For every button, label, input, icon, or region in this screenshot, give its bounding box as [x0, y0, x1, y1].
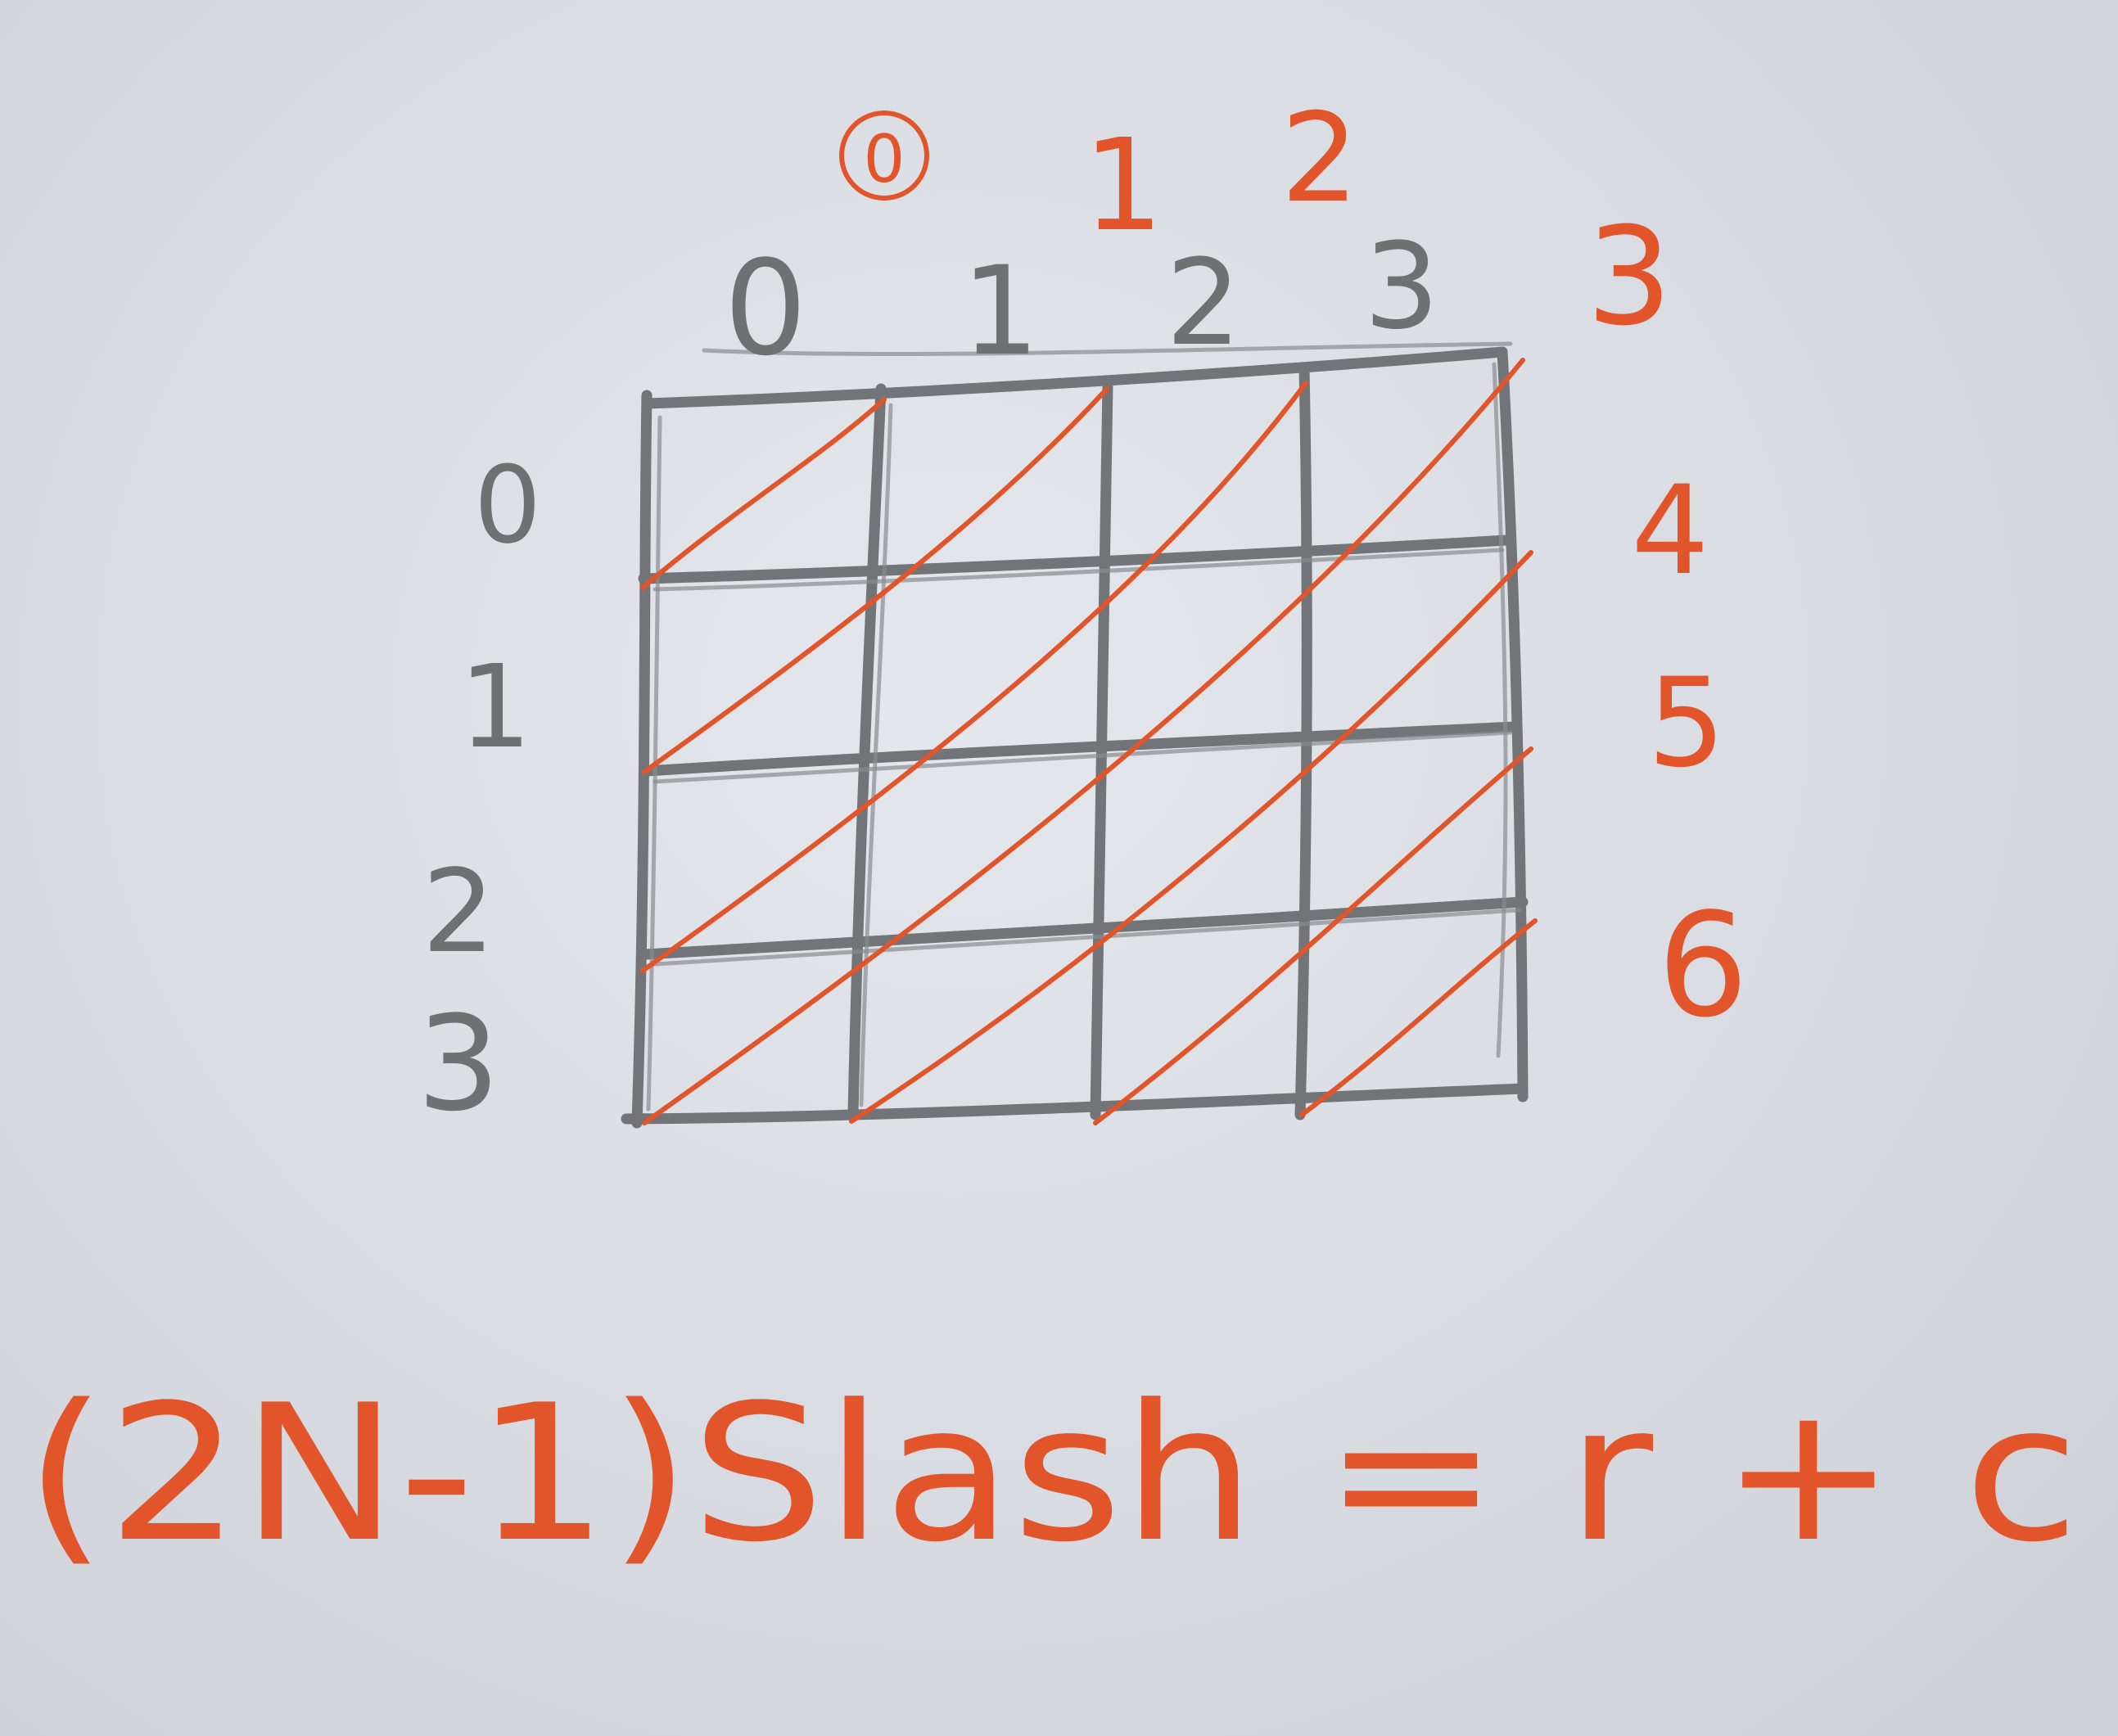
diagonal-slash-3	[642, 358, 1525, 1125]
slash-label-circle	[839, 110, 929, 201]
grid-line-v2	[1090, 379, 1113, 1121]
slash-label: 6	[1657, 883, 1748, 1049]
diagonal-slash-2	[640, 381, 1308, 973]
grid-line-h1	[638, 534, 1512, 584]
grid-line-v1	[847, 383, 887, 1119]
slash-label: 4	[1631, 460, 1709, 602]
grid-line-v3	[1294, 363, 1312, 1121]
pencil-grid	[621, 341, 1529, 1129]
grid-sketch-stroke	[653, 548, 1505, 592]
grid-line-v4	[1497, 346, 1529, 1102]
row-label: 0	[474, 443, 542, 567]
grid-line-h4	[621, 1083, 1529, 1125]
diagonal-slash-6	[1299, 918, 1538, 1117]
row-label: 2	[422, 845, 495, 979]
column-label: 1	[961, 241, 1039, 383]
ink-diagonals	[640, 358, 1538, 1125]
slash-labels: 0 1 2 3 4 5 6	[839, 88, 1749, 1049]
grid-sketch-stroke	[859, 403, 893, 1107]
column-label: 3	[1364, 218, 1439, 356]
slash-label: 2	[1280, 88, 1358, 230]
diagonal-slash-1	[642, 386, 1109, 774]
formula-group: (2N-1)Slash = r + c	[25, 1365, 2080, 1584]
column-label: 2	[1166, 234, 1241, 372]
diagonal-slash-4	[849, 550, 1533, 1124]
grid-line-h2	[641, 721, 1520, 777]
slash-label: 5	[1647, 652, 1725, 795]
slash-label: 0	[864, 121, 905, 197]
grid-sketch-stroke	[702, 341, 1513, 357]
row-labels: 0 1 2 3	[417, 443, 541, 1140]
formula: (2N-1)Slash = r + c	[25, 1365, 2080, 1584]
grid-sketch-stroke	[1492, 362, 1508, 1058]
grid-line-h0	[641, 346, 1508, 409]
column-labels: 0 1 2 3	[724, 218, 1439, 385]
slash-label: 3	[1587, 198, 1673, 355]
row-label: 1	[458, 641, 531, 774]
grid-line-h3	[639, 896, 1529, 960]
diagonal-slash-0	[640, 397, 887, 590]
grid-sketch-stroke	[653, 908, 1521, 967]
grid-sketch-stroke	[646, 415, 662, 1111]
row-label: 3	[417, 987, 500, 1140]
diagonal-slash-5	[1093, 746, 1533, 1125]
grid-sketch-stroke	[653, 730, 1513, 784]
column-label: 0	[724, 232, 807, 385]
slash-label: 1	[1083, 111, 1164, 259]
grid-line-v0	[631, 390, 653, 1129]
